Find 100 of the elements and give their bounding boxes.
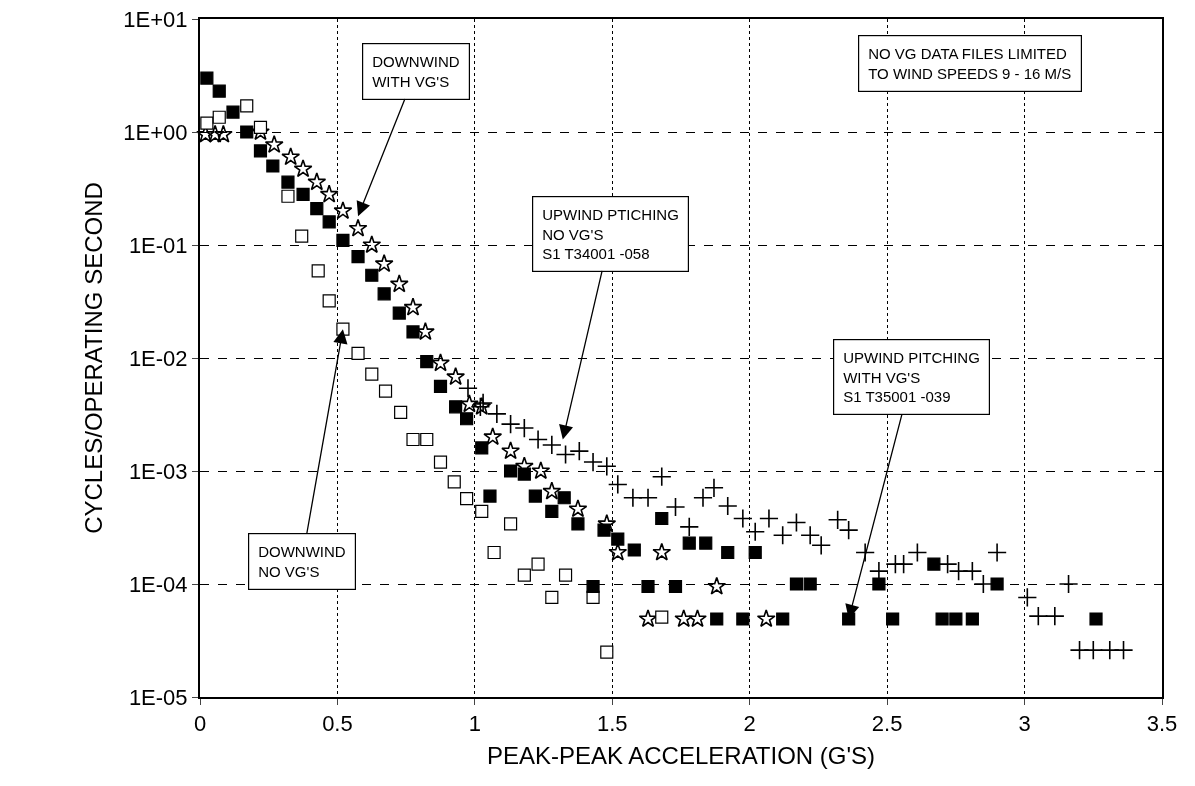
x-tick-label: 2.5 — [871, 711, 903, 737]
point — [583, 452, 603, 472]
point — [517, 467, 531, 481]
point — [293, 159, 313, 178]
point — [627, 543, 641, 557]
point — [310, 201, 324, 216]
point — [707, 576, 727, 595]
point — [679, 517, 700, 537]
point — [704, 477, 724, 498]
point — [483, 427, 503, 446]
point — [772, 525, 793, 546]
x-tick-label: 1 — [468, 711, 481, 737]
y-tick-label: 1E-03 — [128, 458, 188, 484]
point — [542, 481, 562, 500]
x-tick-label: 3.5 — [1146, 711, 1178, 737]
point — [571, 517, 585, 531]
point — [1113, 640, 1134, 661]
point — [987, 542, 1007, 563]
y-tick-label: 1E-04 — [128, 571, 188, 597]
annotation: NO VG DATA FILES LIMITED TO WIND SPEEDS 9 - 16 M/S — [868, 45, 1072, 82]
point — [394, 405, 408, 420]
annotation: DOWNWIND NO VG'S — [258, 543, 346, 580]
point — [517, 568, 531, 582]
point — [351, 346, 365, 360]
point — [1058, 574, 1079, 594]
point — [378, 384, 393, 398]
point — [446, 367, 466, 386]
point — [322, 294, 336, 308]
point — [212, 110, 226, 124]
point — [557, 491, 571, 505]
y-tick-label: 1E-01 — [128, 232, 188, 258]
point — [213, 124, 233, 143]
point — [855, 542, 876, 563]
point — [500, 414, 521, 435]
point — [756, 609, 776, 628]
point — [586, 579, 600, 594]
point — [531, 557, 545, 571]
point — [1089, 612, 1103, 626]
point — [200, 71, 214, 85]
point — [651, 466, 672, 487]
x-tick-label: 3 — [1018, 711, 1031, 737]
point — [558, 568, 573, 582]
point — [569, 441, 590, 461]
point — [205, 124, 225, 143]
point — [736, 612, 750, 626]
point — [1044, 606, 1065, 626]
point — [266, 159, 280, 173]
point — [389, 274, 409, 293]
point — [872, 577, 886, 591]
annotation: UPWIND PITCHING WITH VG'S S1 T35001 -039 — [843, 349, 980, 406]
point — [655, 610, 669, 624]
x-tick-label: 0.5 — [322, 711, 353, 737]
point — [307, 172, 327, 191]
point — [699, 536, 713, 550]
point — [433, 379, 448, 394]
point — [732, 508, 753, 529]
point — [403, 297, 423, 316]
point — [555, 444, 576, 465]
point — [528, 489, 542, 503]
point — [475, 504, 489, 518]
point — [1083, 640, 1104, 661]
x-axis-title: PEAK-PEAK ACCELERATION (G'S) — [486, 742, 876, 770]
point — [665, 497, 686, 517]
point — [365, 367, 379, 381]
point — [655, 511, 669, 526]
point — [786, 512, 807, 533]
point — [638, 487, 658, 508]
point — [460, 491, 474, 506]
point — [362, 235, 382, 254]
point — [745, 521, 766, 542]
point — [641, 579, 655, 594]
point — [460, 412, 474, 426]
point — [962, 561, 983, 582]
point — [365, 268, 379, 282]
point — [503, 464, 518, 478]
point — [240, 99, 254, 113]
y-tick-label: 1E-02 — [128, 345, 188, 371]
point — [597, 514, 617, 533]
point — [281, 147, 301, 166]
point — [907, 542, 928, 563]
annotation: DOWNWIND WITH VG'S — [372, 53, 460, 90]
point — [501, 441, 521, 460]
x-tick-label: 1.5 — [596, 711, 628, 737]
y-tick-label: 1E-05 — [128, 684, 188, 710]
point — [281, 175, 295, 189]
point — [1017, 587, 1038, 608]
point — [721, 545, 735, 560]
point — [789, 577, 804, 591]
point — [748, 545, 762, 560]
annotation: UPWIND PTICHING NO VG'S S1 T34001 -058 — [542, 206, 679, 263]
point — [240, 125, 254, 139]
point — [295, 229, 309, 243]
point — [1028, 606, 1049, 626]
point — [545, 590, 559, 605]
point — [406, 325, 420, 339]
point — [475, 441, 489, 455]
point — [458, 378, 478, 399]
point — [668, 579, 683, 594]
point — [483, 489, 497, 503]
point — [893, 554, 914, 574]
